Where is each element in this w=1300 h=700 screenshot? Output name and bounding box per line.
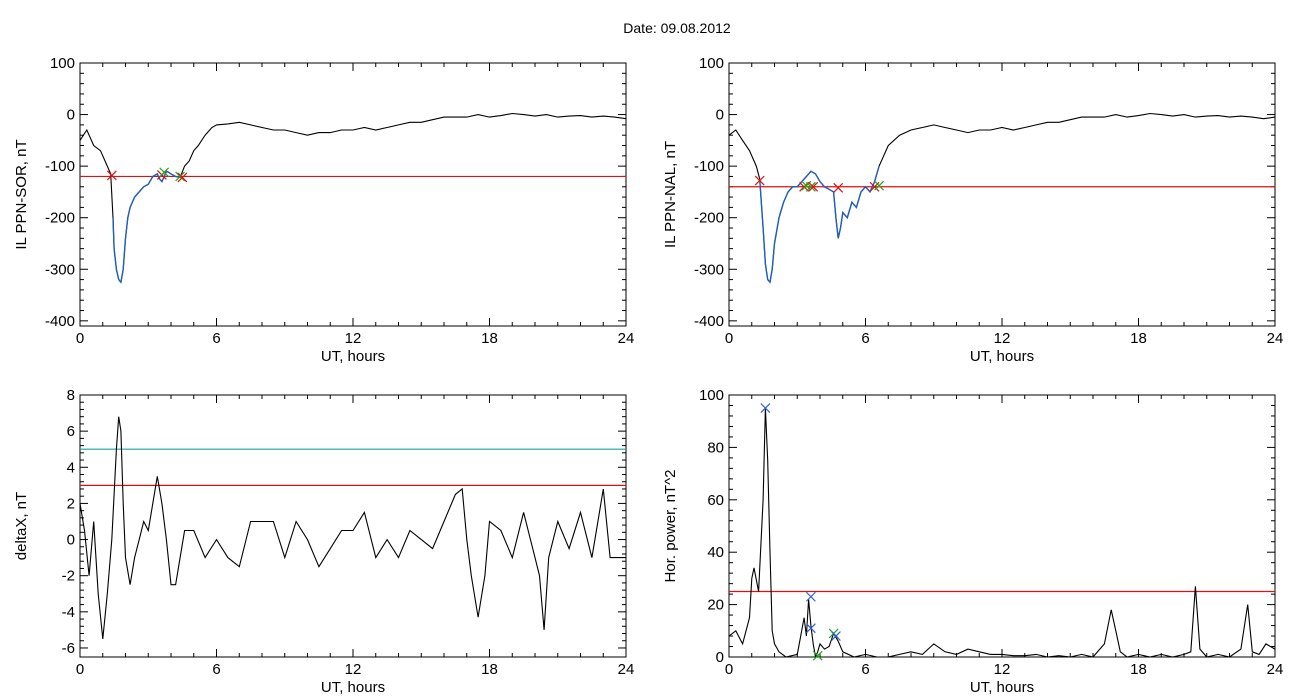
x-tick-label: 18 xyxy=(481,330,498,347)
x-tick-label: 24 xyxy=(1267,661,1284,678)
cross-marker xyxy=(754,175,765,186)
y-tick-label: 0 xyxy=(716,649,724,666)
cross-marker-stroke xyxy=(159,167,170,178)
cross-marker-stroke xyxy=(175,171,186,182)
cross-marker-stroke xyxy=(808,181,819,192)
x-tick-label: 12 xyxy=(994,661,1011,678)
y-axis-label: IL PPN-SOR, nT xyxy=(13,139,30,249)
plot-frame xyxy=(79,394,627,658)
x-tick-label: 18 xyxy=(1130,661,1147,678)
cross-marker xyxy=(874,180,885,191)
cross-marker-stroke xyxy=(831,631,841,641)
cross-marker xyxy=(805,181,816,192)
x-tick-label: 18 xyxy=(1130,330,1147,347)
chart-panel-deltax: 0 6 12 18 24 8 6 4 2 0 -2 -4 -6 UT, hours deltaX, nT xyxy=(13,387,634,696)
x-tick-label: 6 xyxy=(861,330,869,347)
y-tick-label: -2 xyxy=(62,568,75,585)
y-tick-label: 2 xyxy=(67,495,75,512)
y-tick-label: -6 xyxy=(62,640,75,657)
x-tick-label: 12 xyxy=(994,330,1011,347)
x-tick-label: 6 xyxy=(212,330,220,347)
x-tick-label: 0 xyxy=(725,661,733,678)
x-tick-label: 0 xyxy=(76,330,84,347)
chart-panel-sor: 0 6 12 18 24 100 0 -100 -200 -300 -400 UT, hours IL … xyxy=(13,55,634,365)
y-tick-label: 8 xyxy=(67,387,75,404)
y-tick-label: -100 xyxy=(45,158,75,175)
y-tick-label: 100 xyxy=(699,387,724,404)
y-tick-label: -400 xyxy=(45,313,75,330)
cross-marker-stroke xyxy=(177,172,188,183)
series-line xyxy=(79,112,627,284)
plot-frame xyxy=(728,62,1276,327)
y-tick-label: 100 xyxy=(50,55,75,72)
cross-marker xyxy=(175,171,186,182)
chart-panel-nal: 0 6 12 18 24 100 0 -100 -200 -300 -400 UT, hours IL … xyxy=(662,55,1283,365)
y-tick-label: 0 xyxy=(716,107,724,124)
series-line xyxy=(728,408,1276,659)
y-tick-label: -200 xyxy=(694,210,724,227)
y-tick-label: -300 xyxy=(45,261,75,278)
cross-marker xyxy=(805,623,816,634)
y-tick-label: 40 xyxy=(707,544,724,561)
y-tick-label: -300 xyxy=(694,261,724,278)
cross-marker-stroke xyxy=(805,591,816,602)
cross-marker xyxy=(805,591,816,602)
cross-marker xyxy=(812,650,823,661)
y-tick-label: 20 xyxy=(707,597,724,614)
y-tick-label: -4 xyxy=(62,604,75,621)
cross-marker xyxy=(177,172,188,183)
y-axis-label: Hor. power, nT^2 xyxy=(662,470,679,583)
x-axis-label: UT, hours xyxy=(970,348,1034,365)
x-axis-label: UT, hours xyxy=(321,679,385,696)
x-tick-label: 24 xyxy=(618,661,635,678)
x-tick-label: 6 xyxy=(212,661,220,678)
chart-panel-power: 0 6 12 18 24 100 80 60 40 20 0 UT, hours Hor. power,… xyxy=(662,387,1283,696)
x-tick-label: 12 xyxy=(345,661,362,678)
cross-marker-stroke xyxy=(805,181,816,192)
cross-marker xyxy=(833,182,844,193)
y-tick-label: 4 xyxy=(67,459,75,476)
x-tick-label: 24 xyxy=(618,330,635,347)
x-tick-label: 18 xyxy=(481,661,498,678)
y-tick-label: 80 xyxy=(707,439,724,456)
y-tick-label: -400 xyxy=(694,313,724,330)
cross-marker xyxy=(760,403,771,414)
x-tick-label: 0 xyxy=(725,330,733,347)
x-tick-label: 24 xyxy=(1267,330,1284,347)
cross-marker xyxy=(808,181,819,192)
x-tick-label: 12 xyxy=(345,330,362,347)
cross-marker-stroke xyxy=(805,623,816,634)
y-tick-label: 6 xyxy=(67,423,75,440)
cross-marker-stroke xyxy=(106,170,117,181)
highlighted-segment xyxy=(759,165,880,284)
cross-marker-stroke xyxy=(874,180,885,191)
cross-marker xyxy=(831,631,841,641)
cross-marker-stroke xyxy=(760,403,771,414)
plot-frame xyxy=(79,62,627,327)
cross-marker-stroke xyxy=(754,175,765,186)
highlighted-segment xyxy=(112,170,181,284)
y-axis-label: IL PPN-NAL, nT xyxy=(662,141,679,248)
cross-marker xyxy=(159,167,170,178)
cross-marker-stroke xyxy=(833,182,844,193)
cross-marker xyxy=(106,170,117,181)
y-tick-label: -200 xyxy=(45,210,75,227)
cross-marker-stroke xyxy=(812,650,823,661)
x-axis-label: UT, hours xyxy=(321,348,385,365)
y-tick-label: 60 xyxy=(707,492,724,509)
series-line xyxy=(728,112,1276,284)
y-tick-label: -100 xyxy=(694,158,724,175)
y-tick-label: 100 xyxy=(699,55,724,72)
x-tick-label: 6 xyxy=(861,661,869,678)
y-axis-label: deltaX, nT xyxy=(13,492,30,560)
y-tick-label: 0 xyxy=(67,107,75,124)
series-line xyxy=(79,416,626,639)
figure-title: Date: 09.08.2012 xyxy=(623,20,731,36)
y-tick-label: 0 xyxy=(67,532,75,549)
x-tick-label: 0 xyxy=(76,661,84,678)
x-axis-label: UT, hours xyxy=(970,679,1034,696)
